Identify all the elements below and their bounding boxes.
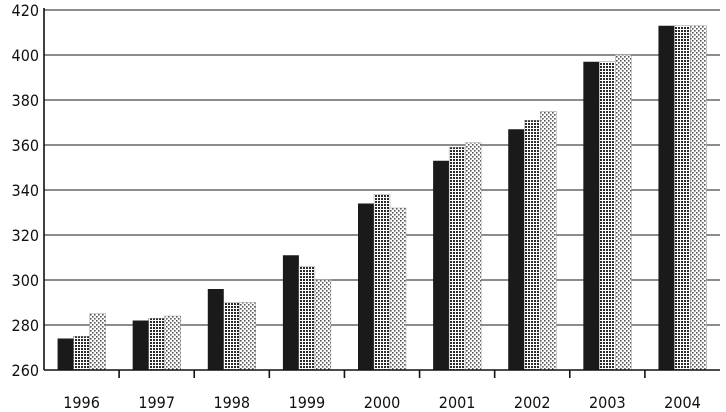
x-tick-label: 1997 — [138, 393, 175, 412]
bar-series-3-2001 — [464, 142, 482, 371]
bar-series-1-1997 — [132, 320, 149, 370]
bar-series-1-1998 — [207, 289, 224, 370]
x-tick-label: 2002 — [514, 393, 551, 412]
bar-series-1-2000 — [358, 203, 374, 370]
bar-series-2-2003 — [599, 61, 616, 371]
bar-series-1-1996 — [57, 338, 74, 370]
bar-series-2-2001 — [448, 147, 466, 371]
bar-series-2-2002 — [524, 120, 541, 371]
y-tick-label: 360 — [12, 136, 39, 155]
axes — [43, 8, 720, 378]
bar-series-3-1996 — [89, 313, 106, 371]
bar-series-3-1999 — [314, 279, 332, 371]
y-tick-label: 380 — [12, 91, 39, 110]
y-tick-label: 400 — [12, 46, 39, 65]
bar-series-3-2003 — [615, 54, 632, 371]
bar-series-3-2000 — [389, 207, 407, 371]
bar-series-1-2002 — [508, 129, 525, 370]
x-tick-label: 2003 — [589, 393, 626, 412]
bar-series-3-2004 — [690, 25, 707, 371]
bar-series-2-1998 — [223, 302, 240, 371]
bar-series-1-2001 — [433, 160, 450, 370]
y-tick-label: 300 — [12, 271, 39, 290]
bar-series-2-1997 — [148, 318, 165, 371]
bar-series-1-1999 — [282, 255, 299, 370]
y-tick-label: 420 — [12, 1, 39, 20]
bar-series-1-2004 — [658, 25, 675, 370]
bar-series-3-1998 — [239, 302, 256, 371]
x-tick-label: 1999 — [289, 393, 326, 412]
y-axis-tick-labels: 260 280 300 320 340 360 380 400 420 — [12, 1, 39, 380]
bar-series-2-2004 — [674, 25, 691, 371]
bar-series-2-1996 — [73, 336, 90, 371]
bars — [57, 25, 707, 371]
x-tick-label: 1996 — [63, 393, 100, 412]
y-tick-label: 260 — [12, 361, 39, 380]
y-tick-label: 340 — [12, 181, 39, 200]
bar-series-1-2003 — [583, 61, 600, 370]
x-tick-label: 2000 — [364, 393, 401, 412]
x-tick-label: 2004 — [664, 393, 701, 412]
bar-series-2-1999 — [298, 266, 316, 371]
bar-series-3-2002 — [540, 111, 557, 371]
x-tick-label: 2001 — [439, 393, 476, 412]
y-tick-label: 280 — [12, 316, 39, 335]
x-axis-tick-labels: 1996 1997 1998 1999 2000 2001 2002 2003 2004 — [63, 393, 701, 412]
bar-series-2-2000 — [373, 194, 391, 371]
x-tick-label: 1998 — [213, 393, 250, 412]
y-tick-label: 320 — [12, 226, 39, 245]
bar-series-3-1997 — [164, 315, 181, 371]
